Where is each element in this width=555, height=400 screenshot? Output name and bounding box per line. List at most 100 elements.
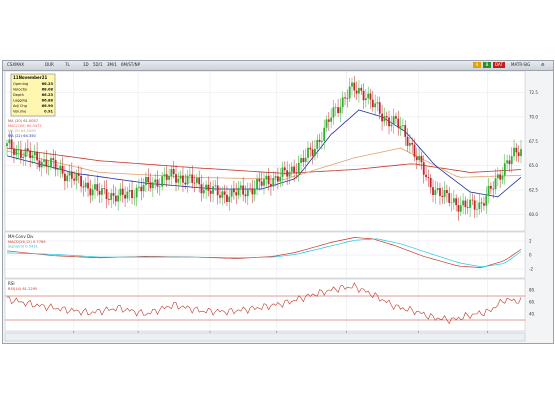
- candle-body: [503, 163, 506, 176]
- candle-body: [161, 176, 164, 187]
- candle-body: [223, 191, 226, 195]
- candle-body: [334, 107, 337, 108]
- rsi-line: [6, 282, 522, 325]
- candle-body: [494, 178, 497, 190]
- indicator-legend-entry: MA (20) 61.0057: [8, 119, 38, 123]
- right-label: MATR-SIG: [511, 62, 531, 67]
- candle-body: [487, 185, 490, 196]
- info-row-value: 66.23: [42, 93, 54, 97]
- candle-body: [367, 93, 370, 99]
- candle-body: [510, 156, 513, 165]
- symbol-label[interactable]: CSXMAX: [7, 62, 24, 67]
- info-row-label: Opening: [13, 82, 28, 86]
- interval-label[interactable]: DUR: [45, 62, 54, 67]
- candle-body: [31, 155, 34, 159]
- candle-body: [179, 175, 182, 179]
- candle-body: [214, 185, 217, 187]
- candle-body: [418, 155, 421, 161]
- candle-body: [198, 177, 201, 185]
- candle-body: [392, 116, 395, 125]
- candle-body: [288, 171, 291, 177]
- candle-body: [459, 205, 462, 212]
- zoom-option-1[interactable]: 1D: [83, 62, 89, 67]
- candle-body: [492, 188, 495, 190]
- candle-body: [353, 82, 356, 91]
- candle-body: [520, 149, 522, 157]
- info-row-label: Depth: [13, 93, 24, 97]
- candle-body: [205, 184, 208, 190]
- candle-body: [117, 195, 120, 202]
- candle-body: [364, 98, 367, 101]
- candle-body: [483, 203, 485, 206]
- candle-body: [242, 185, 245, 195]
- zoom-option-3[interactable]: 3M/1: [107, 62, 117, 67]
- macd-series-line: [6, 238, 522, 267]
- candle-body: [476, 209, 478, 210]
- badge-dat[interactable]: DAT: [493, 62, 505, 68]
- info-row-value: 66.23: [42, 82, 54, 86]
- candle-body: [209, 190, 212, 194]
- candle-body: [411, 142, 414, 145]
- y-axis-ticks: 60.0 62.5 65.0 67.5 70.0 72.5 2 0 -2 80. 60. 40.: [529, 90, 538, 317]
- candle-body: [348, 86, 351, 99]
- price-tick-label: 67.5: [529, 139, 538, 144]
- macd-legend-entry: Signal(9) 0.5431: [8, 245, 38, 249]
- indicator-legend-entry: MAC(200) 60.0472: [8, 124, 42, 128]
- candle-body: [17, 149, 20, 151]
- candle-body: [517, 152, 520, 157]
- candle-body: [244, 194, 247, 197]
- info-row-label: Volume: [13, 110, 27, 114]
- macd-tick-label: -2: [529, 267, 533, 272]
- period-label[interactable]: 7L: [65, 62, 70, 67]
- candle-body: [149, 182, 152, 189]
- candle-body: [325, 119, 328, 128]
- candle-body: [270, 184, 272, 187]
- candle-body: [165, 174, 168, 180]
- candle-body: [191, 174, 194, 183]
- candle-body: [383, 116, 386, 122]
- candle-body: [307, 147, 309, 158]
- candle-body: [68, 171, 71, 176]
- candle-body: [6, 143, 8, 147]
- candle-body: [219, 195, 221, 198]
- candle-body: [228, 196, 231, 202]
- rsi-tick-label: 60.: [529, 300, 535, 305]
- candle-body: [316, 139, 319, 149]
- candle-body: [24, 148, 27, 158]
- candle-body: [323, 127, 326, 141]
- zoom-option-4[interactable]: 6M/ST/NP: [121, 62, 141, 67]
- candle-body: [186, 175, 189, 185]
- candle-body: [436, 188, 439, 191]
- candle-body: [471, 199, 474, 201]
- candle-body: [114, 195, 117, 202]
- rsi-legend-entry: RSI(14) 61.2295: [8, 287, 37, 291]
- settings-icon[interactable]: ⚙: [541, 62, 545, 67]
- time-scrollbar[interactable]: [4, 332, 526, 342]
- badge-a[interactable]: A: [473, 62, 481, 68]
- candle-body: [327, 119, 330, 122]
- candle-body: [84, 182, 87, 188]
- candle-body: [286, 170, 289, 177]
- candle-body: [19, 149, 22, 159]
- candle-body: [87, 182, 89, 189]
- candle-body: [80, 175, 82, 187]
- candle-body: [226, 194, 228, 202]
- candle-body: [147, 176, 150, 183]
- rsi-panel: [4, 278, 526, 332]
- candle-body: [279, 176, 282, 182]
- candle-body: [422, 162, 425, 175]
- candle-body: [73, 178, 76, 181]
- candle-body: [450, 202, 453, 204]
- zoom-option-2[interactable]: 5D/1: [93, 62, 103, 67]
- candle-body: [362, 90, 365, 101]
- rsi-legend: RSI(14) 61.2295: [8, 287, 37, 291]
- candle-body: [82, 186, 85, 188]
- badge-b[interactable]: B: [483, 62, 491, 68]
- candle-body: [110, 193, 113, 200]
- candle-body: [408, 142, 411, 146]
- macd-title: MA-Conv Div: [8, 234, 34, 239]
- candle-body: [309, 147, 312, 150]
- candle-body: [8, 139, 11, 144]
- candle-body: [151, 182, 154, 189]
